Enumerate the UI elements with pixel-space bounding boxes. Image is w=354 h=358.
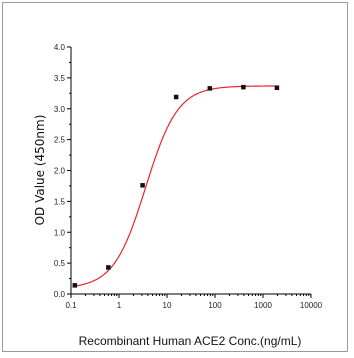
x-tick-label: 100 (208, 301, 222, 310)
data-point (207, 86, 213, 91)
data-point (173, 94, 179, 100)
x-tick-label: 0.1 (65, 301, 77, 310)
y-tick-label: 0.5 (54, 259, 66, 268)
y-tick-label: 3.0 (54, 105, 66, 114)
x-axis-title: Recombinant Human ACE2 Conc.(ng/mL) (79, 334, 302, 348)
x-tick-label: 1000 (254, 301, 272, 310)
y-tick-label: 1.0 (54, 228, 66, 237)
data-point (140, 183, 145, 188)
axes: 0.0 0.5 1.0 1.5 2.0 2.5 3.0 3.5 4.0 0.1 1 10 100 1000… (54, 43, 323, 310)
data-point (274, 85, 280, 91)
data-point (72, 283, 78, 288)
data-point (106, 265, 111, 270)
y-tick-label: 0.0 (54, 290, 66, 299)
y-tick-label: 1.5 (54, 197, 66, 206)
y-tick-label: 4.0 (54, 43, 66, 52)
y-axis-title: OD Value (450nm) (33, 115, 47, 226)
fit-curve (74, 85, 277, 287)
x-tick-label: 10000 (300, 301, 323, 310)
x-tick-label: 1 (117, 301, 122, 310)
y-tick-label: 2.0 (54, 167, 66, 176)
y-tick-label: 3.5 (54, 74, 66, 83)
x-tick-label: 10 (163, 301, 172, 310)
y-tick-label: 2.5 (54, 136, 66, 145)
data-points (72, 84, 280, 288)
data-point (241, 84, 246, 90)
